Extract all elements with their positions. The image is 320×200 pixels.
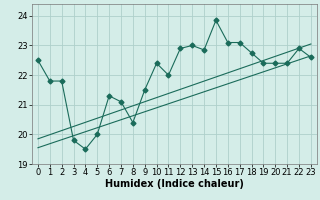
X-axis label: Humidex (Indice chaleur): Humidex (Indice chaleur) [105, 179, 244, 189]
